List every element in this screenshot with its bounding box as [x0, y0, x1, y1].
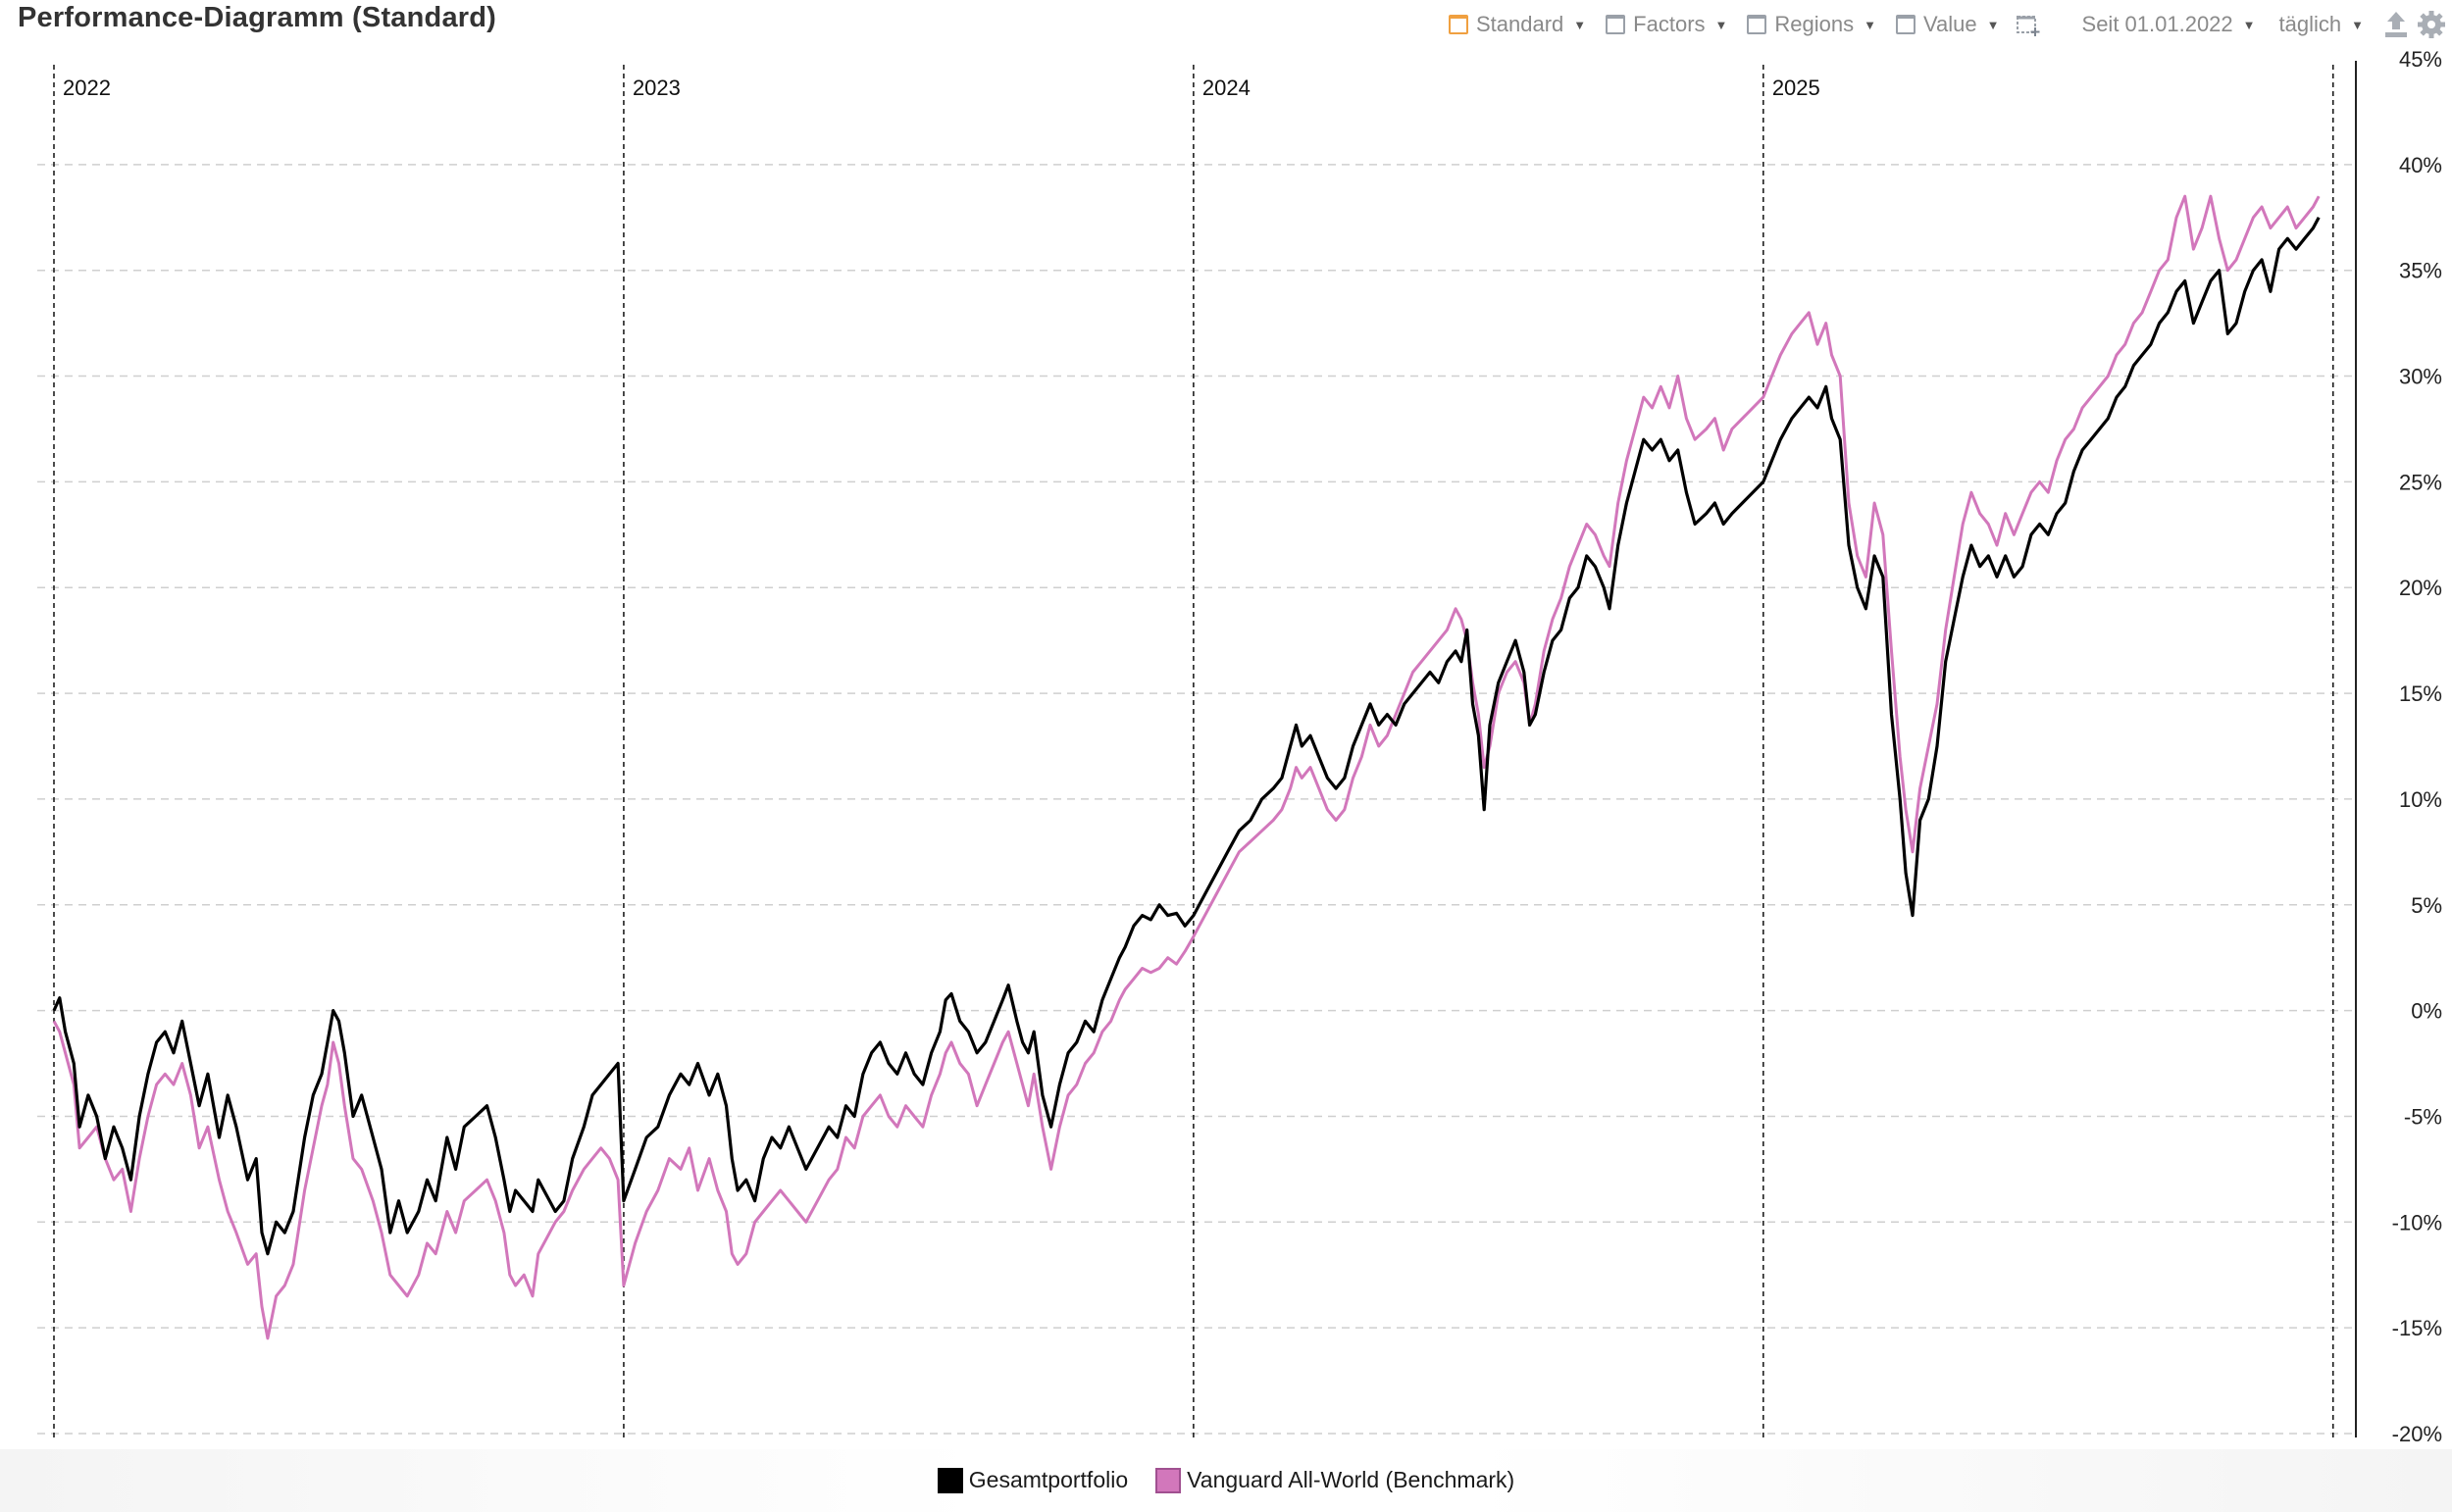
- y-tick-label: -5%: [2404, 1104, 2442, 1129]
- export-button[interactable]: [2381, 10, 2411, 39]
- y-tick-label: 15%: [2399, 681, 2442, 706]
- chart-toolbar: Standard ▼ Factors ▼ Regions ▼ Value ▼: [1429, 8, 2446, 41]
- period-dropdown[interactable]: Seit 01.01.2022 ▼: [2082, 12, 2256, 37]
- y-tick-label: 10%: [2399, 787, 2442, 812]
- year-label: 2022: [63, 76, 111, 100]
- y-tick-label: 45%: [2399, 47, 2442, 72]
- value-dropdown-caret-icon[interactable]: ▼: [1986, 17, 2000, 32]
- factors-dropdown-caret-icon[interactable]: ▼: [1714, 17, 1728, 32]
- y-tick-label: 0%: [2411, 999, 2442, 1024]
- interval-dropdown[interactable]: täglich ▼: [2279, 12, 2364, 37]
- y-tick-label: 40%: [2399, 153, 2442, 177]
- regions-label: Regions: [1774, 12, 1855, 36]
- page-title: Performance-Diagramm (Standard): [18, 2, 497, 33]
- regions-toggle[interactable]: Regions ▼: [1747, 12, 1876, 37]
- value-toggle[interactable]: Value ▼: [1896, 12, 2000, 37]
- y-tick-label: 5%: [2411, 893, 2442, 918]
- y-tick-label: 30%: [2399, 365, 2442, 389]
- y-tick-label: 35%: [2399, 259, 2442, 283]
- y-tick-label: 20%: [2399, 576, 2442, 600]
- standard-dropdown-caret-icon[interactable]: ▼: [1573, 17, 1587, 32]
- year-markers: 2022 2023 2024 2025: [53, 65, 2334, 1437]
- regions-checkbox-icon[interactable]: [1747, 15, 1767, 34]
- interval-label: täglich: [2278, 12, 2342, 36]
- legend-item-benchmark[interactable]: Vanguard All-World (Benchmark): [1155, 1467, 1514, 1493]
- standard-toggle[interactable]: Standard ▼: [1449, 12, 1586, 37]
- y-tick-label: 25%: [2399, 470, 2442, 494]
- series-layer: [52, 194, 2321, 1340]
- y-tick-label: -15%: [2392, 1316, 2442, 1340]
- value-checkbox-icon[interactable]: [1896, 15, 1916, 34]
- add-chart-icon: [2016, 16, 2040, 36]
- standard-label: Standard: [1476, 12, 1564, 36]
- series-line-portfolio: [52, 217, 2321, 1256]
- regions-dropdown-caret-icon[interactable]: ▼: [1864, 17, 1876, 32]
- value-label: Value: [1923, 12, 1977, 36]
- period-dropdown-caret-icon[interactable]: ▼: [2242, 17, 2256, 32]
- year-label: 2023: [633, 76, 681, 100]
- chart-legend: Gesamtportfolio Vanguard All-World (Benc…: [0, 1449, 2452, 1512]
- legend-label-portfolio: Gesamtportfolio: [968, 1467, 1129, 1492]
- y-tick-label: -20%: [2392, 1422, 2442, 1446]
- year-label: 2024: [1202, 76, 1251, 100]
- y-tick-label: -10%: [2392, 1210, 2442, 1235]
- legend-swatch-portfolio: [937, 1467, 963, 1493]
- year-label: 2025: [1772, 76, 1820, 100]
- y-axis: -20% -15% -10% -5% 0% 5% 10% 15% 20% 25% 30% 35% 40%…: [2355, 47, 2442, 1446]
- series-line-benchmark: [52, 194, 2321, 1340]
- legend-item-portfolio[interactable]: Gesamtportfolio: [937, 1467, 1129, 1493]
- period-label: Seit 01.01.2022: [2081, 12, 2233, 36]
- factors-label: Factors: [1633, 12, 1706, 36]
- settings-button[interactable]: [2417, 10, 2446, 39]
- interval-dropdown-caret-icon[interactable]: ▼: [2351, 17, 2364, 32]
- factors-checkbox-icon[interactable]: [1606, 15, 1626, 34]
- legend-label-benchmark: Vanguard All-World (Benchmark): [1187, 1467, 1515, 1492]
- add-chart-button[interactable]: [2014, 10, 2043, 39]
- grid-layer: [37, 164, 2356, 1435]
- gear-icon: [2418, 11, 2445, 38]
- legend-swatch-benchmark: [1155, 1467, 1182, 1493]
- factors-toggle[interactable]: Factors ▼: [1606, 12, 1727, 37]
- standard-checkbox-icon[interactable]: [1449, 15, 1468, 34]
- upload-icon: [2385, 12, 2407, 37]
